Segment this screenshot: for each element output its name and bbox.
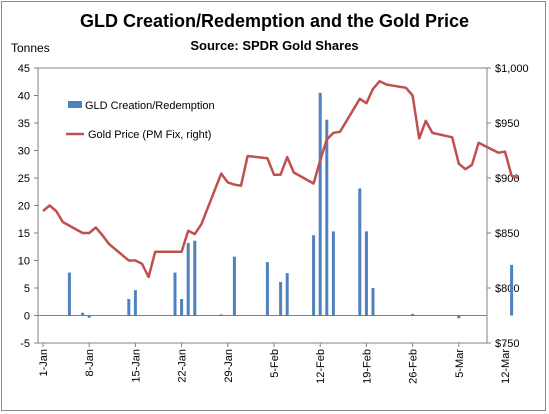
y-axis-unit-label: Tonnes: [11, 41, 50, 55]
bar: [364, 231, 368, 316]
y2-tick-label: $800: [495, 283, 519, 295]
bar: [232, 256, 236, 316]
bar: [186, 242, 190, 316]
y-tick-label: 0: [24, 311, 30, 323]
bar: [318, 92, 322, 316]
x-tick-label: 22-Jan: [177, 349, 189, 383]
bar: [127, 299, 131, 316]
y2-tick-label: $1,000: [495, 63, 529, 75]
bar: [331, 231, 335, 316]
bar: [325, 119, 329, 316]
legend: GLD Creation/Redemption Gold Price (PM F…: [66, 100, 215, 141]
y-tick-label: 40: [18, 91, 30, 103]
bar: [219, 314, 223, 316]
y-tick-label: -5: [20, 338, 30, 350]
bar: [358, 188, 362, 316]
bar: [371, 288, 375, 316]
x-tick-label: 1-Jan: [38, 349, 50, 377]
y2-tick-label: $900: [495, 173, 519, 185]
bar: [81, 312, 85, 316]
y-tick-label: 20: [18, 201, 30, 213]
x-tick-label: 26-Feb: [408, 349, 420, 384]
chart-subtitle: Source: SPDR Gold Shares: [190, 38, 359, 53]
y-tick-label: 15: [18, 228, 30, 240]
x-tick-label: 29-Jan: [223, 349, 235, 383]
bar-series-gld: [67, 92, 514, 319]
chart-title: GLD Creation/Redemption and the Gold Pri…: [79, 11, 470, 31]
y-axis-right: $750 $800 $850 $900 $950 $1,000: [487, 63, 529, 350]
x-tick-label: 12-Feb: [315, 349, 327, 384]
y2-tick-label: $950: [495, 118, 519, 130]
bar: [173, 272, 177, 316]
y-tick-label: 30: [18, 146, 30, 158]
y-tick-label: 5: [24, 283, 30, 295]
line-series-gold-price: [42, 79, 519, 279]
bar: [457, 315, 461, 319]
bar: [411, 313, 415, 316]
x-axis: 1-Jan 8-Jan 15-Jan 22-Jan 29-Jan 5-Feb 12-Feb 1…: [38, 343, 512, 384]
y2-tick-label: $850: [495, 228, 519, 240]
x-tick-label: 12-Mar: [500, 349, 512, 384]
x-tick-label: 15-Jan: [130, 349, 142, 383]
bar: [312, 235, 316, 316]
legend-swatch-gld: [68, 101, 82, 108]
x-tick-label: 8-Jan: [84, 349, 96, 377]
y2-tick-label: $750: [495, 338, 519, 350]
bar: [279, 281, 283, 316]
x-tick-label: 5-Mar: [454, 349, 466, 378]
y-tick-label: 45: [18, 63, 30, 75]
bar: [510, 264, 514, 316]
gold-price-line: [42, 79, 519, 279]
legend-label-gold-price: Gold Price (PM Fix, right): [88, 129, 211, 141]
x-tick-label: 19-Feb: [361, 349, 373, 384]
x-tick-label: 5-Feb: [269, 349, 281, 378]
bar: [265, 262, 269, 316]
y-axis-left: -5 0 5 10 15 20 25 30 35 40 45: [18, 63, 38, 350]
bar: [133, 290, 137, 316]
bar: [87, 315, 91, 318]
y-tick-label: 35: [18, 118, 30, 130]
bar: [285, 273, 289, 316]
y-tick-label: 10: [18, 256, 30, 268]
legend-label-gld: GLD Creation/Redemption: [85, 100, 215, 112]
bar: [180, 299, 184, 316]
bar: [67, 272, 71, 316]
bar: [193, 240, 197, 316]
y-tick-label: 25: [18, 173, 30, 185]
